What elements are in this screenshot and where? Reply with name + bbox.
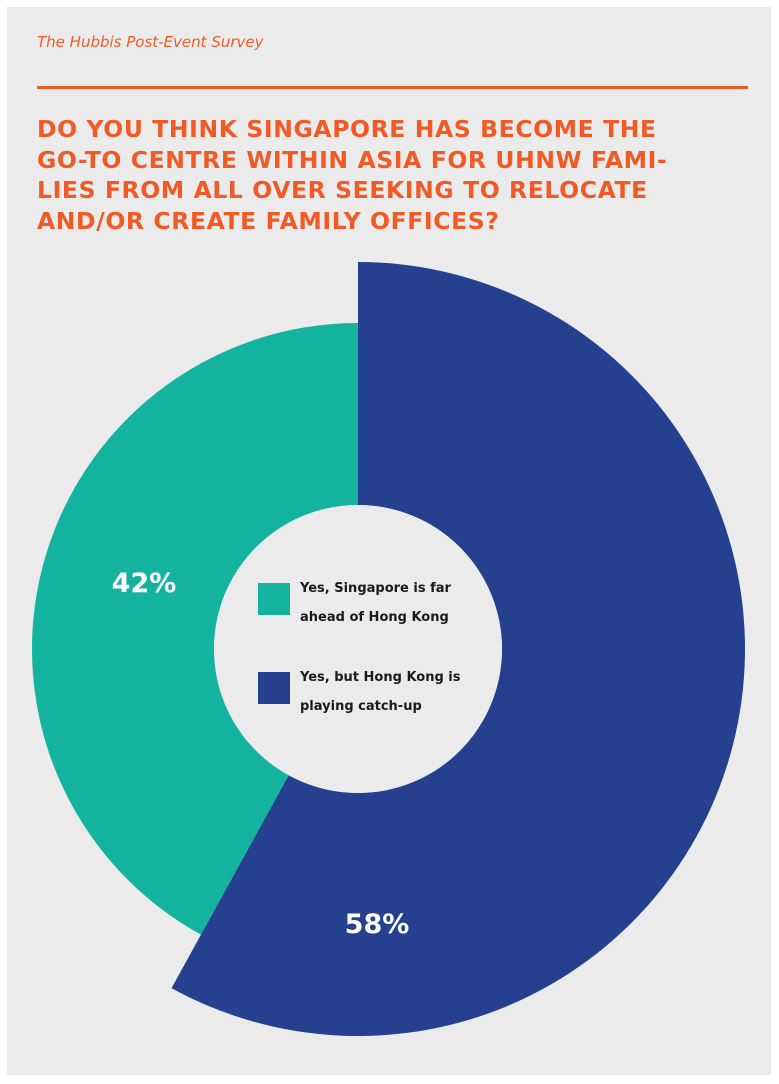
legend-swatch [258,672,290,704]
legend-item: Yes, Singapore is far ahead of Hong Kong [258,581,452,625]
slice-percent-label: 42% [112,568,177,599]
survey-question-line: Do you think Singapore has become the [37,115,657,143]
donut-hole [214,505,502,793]
pie-slice [32,323,359,935]
legend-label: Yes, Singapore is far [299,581,452,596]
survey-question-line: lies from all over seeking to relocate [37,176,648,204]
slice-percent-label: 58% [345,909,410,940]
survey-question-line: go-to centre within Asia for UHNW fami- [37,145,668,174]
survey-question: Do you think Singapore has become the go… [37,114,757,236]
pie-slice [171,262,746,1036]
title-divider [37,86,748,89]
survey-question-line: and/or create family offices? [37,206,500,235]
legend-label: Yes, but Hong Kong is [299,670,461,685]
survey-label: The Hubbis Post-Event Survey [37,33,264,51]
legend-label: ahead of Hong Kong [300,610,449,625]
legend-swatch [258,583,290,615]
legend-item: Yes, but Hong Kong is playing catch-up [258,670,461,714]
legend-label: playing catch-up [300,699,422,714]
